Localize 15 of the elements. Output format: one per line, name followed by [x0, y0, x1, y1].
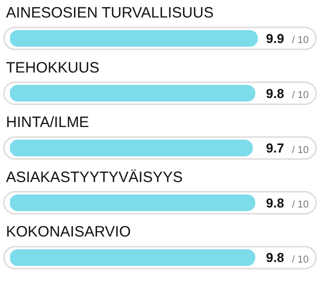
data-label: 9.8 — [266, 250, 284, 266]
text: / 10 — [292, 35, 310, 46]
y-tick-label: KOKONAISARVIO — [6, 224, 131, 241]
y-tick-label: TEHOKKUUS — [6, 59, 100, 76]
text: / 10 — [292, 200, 310, 211]
text: / 10 — [292, 90, 310, 101]
data-label: 9.8 — [266, 195, 284, 210]
data-label: 9.9 — [266, 30, 284, 46]
text: / 10 — [292, 144, 310, 156]
data-label: 9.8 — [266, 86, 284, 101]
y-tick-label: HINTA/ILME — [6, 114, 90, 132]
y-tick-label: AINESOSIEN TURVALLISUUS — [6, 4, 214, 22]
data-label: 9.7 — [266, 140, 284, 156]
text: / 10 — [292, 254, 310, 266]
y-tick-label: ASIAKASTYYTYVÄISYYS — [6, 168, 183, 186]
